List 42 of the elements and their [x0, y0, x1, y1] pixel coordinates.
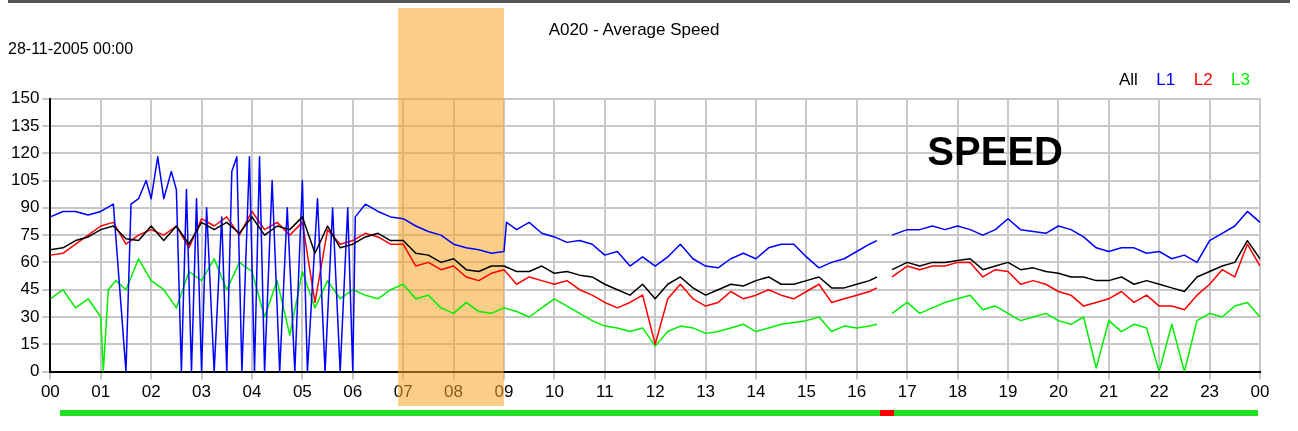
- y-tick-label: 120: [10, 142, 40, 162]
- y-tick-label: 30: [20, 306, 40, 326]
- x-tick-label: 13: [696, 382, 716, 402]
- text: All: [1118, 69, 1138, 89]
- y-tick-label: 75: [20, 224, 40, 244]
- text: L2: [1193, 69, 1213, 89]
- x-tick-label: 04: [242, 382, 262, 402]
- x-tick-label: 22: [1149, 382, 1169, 402]
- y-tick-label: 15: [20, 333, 40, 353]
- x-tick-label: 18: [948, 382, 968, 402]
- y-tick-label: 0: [29, 361, 40, 381]
- x-tick-label: 14: [746, 382, 766, 402]
- x-tick-label: 00: [1250, 382, 1270, 402]
- x-tick-label: 15: [796, 382, 816, 402]
- x-tick-label: 11: [595, 382, 614, 402]
- y-tick-label: 45: [20, 279, 40, 299]
- y-tick-label: 90: [20, 197, 40, 217]
- x-tick-label: 10: [544, 382, 564, 402]
- y-tick-label: 105: [10, 170, 40, 190]
- x-tick-label: 21: [1099, 382, 1119, 402]
- x-tick-label: 17: [897, 382, 917, 402]
- text: L3: [1231, 69, 1251, 89]
- x-tick-label: 05: [292, 382, 312, 402]
- x-tick-label: 01: [91, 382, 111, 402]
- x-tick-label: 20: [1048, 382, 1068, 402]
- x-tick-label: 19: [998, 382, 1018, 402]
- annotation: SPEED: [927, 128, 1063, 173]
- x-tick-label: 09: [494, 382, 514, 402]
- y-tick-label: 150: [10, 88, 40, 108]
- chart-title: A020 - Average Speed: [548, 19, 720, 39]
- y-tick-label: 135: [10, 115, 40, 135]
- x-tick-label: 06: [343, 382, 363, 402]
- x-tick-label: 00: [40, 382, 60, 402]
- x-tick-label: 08: [444, 382, 464, 402]
- text: L1: [1156, 69, 1176, 89]
- y-tick-label: 60: [20, 252, 40, 272]
- x-tick-label: 02: [141, 382, 161, 402]
- chart-subtitle: 28-11-2005 00:00: [8, 40, 134, 58]
- x-tick-label: 16: [847, 382, 867, 402]
- x-tick-label: 12: [645, 382, 665, 402]
- x-tick-label: 03: [192, 382, 212, 402]
- x-tick-label: 23: [1200, 382, 1220, 402]
